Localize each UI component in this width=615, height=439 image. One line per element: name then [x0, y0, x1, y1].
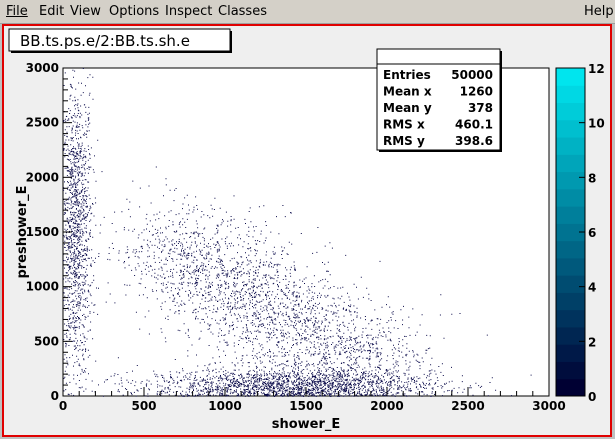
stats-row-value: 378: [468, 101, 493, 115]
stats-row-label: Entries: [383, 68, 431, 82]
x-tick-label: 1500: [289, 399, 322, 413]
colorbar-segment: [556, 188, 585, 207]
menu-inspect-label: Inspect: [165, 4, 213, 19]
stats-row-value: 460.1: [455, 118, 493, 132]
colorbar-segment: [556, 68, 585, 86]
y-axis: 0 500 1000 1500 2000 2500 3000: [26, 61, 72, 403]
colorbar-tick-label: 8: [588, 171, 596, 185]
y-tick-label: 500: [34, 334, 59, 348]
chart-title: BB.ts.ps.e/2:BB.ts.sh.e: [20, 32, 190, 50]
x-axis-title: shower_E: [272, 417, 341, 432]
colorbar-axis: 0 2 4 6 8 10 12: [579, 62, 605, 404]
colorbar-segment: [556, 223, 585, 242]
colorbar: [555, 67, 586, 397]
colorbar-tick-label: 2: [588, 335, 596, 349]
menu-view-label: View: [70, 4, 101, 19]
x-tick-label: 2500: [451, 399, 484, 413]
colorbar-segment: [556, 240, 585, 259]
histogram-svg[interactable]: BB.ts.ps.e/2:BB.ts.sh.e 0 500 1000 1500 2000…: [4, 26, 610, 435]
y-tick-label: 1000: [26, 280, 59, 294]
colorbar-segment: [556, 119, 585, 138]
colorbar-segment: [556, 206, 585, 224]
colorbar-tick-label: 12: [588, 62, 605, 76]
colorbar-segment: [556, 344, 585, 362]
x-tick-label: 2000: [370, 399, 403, 413]
title-box-shadow: [11, 51, 232, 53]
menu-bar: File Edit View Options Inspect Classes H…: [0, 0, 615, 24]
y-tick-label: 0: [51, 389, 59, 403]
stats-row-label: RMS y: [383, 134, 425, 148]
x-tick-label: 0: [59, 399, 67, 413]
y-tick-label: 2500: [26, 116, 59, 130]
menu-classes[interactable]: Classes: [218, 4, 267, 19]
menu-help-label: Help: [584, 4, 614, 19]
x-tick-label: 500: [131, 399, 156, 413]
menu-file-label: File: [6, 4, 28, 19]
x-axis: 0 500 1000 1500 2000 2500 3000: [59, 387, 566, 413]
colorbar-segment: [556, 378, 585, 397]
colorbar-segment: [556, 137, 585, 155]
colorbar-segment: [556, 102, 585, 121]
colorbar-segment: [556, 361, 585, 380]
x-tick-label: 1000: [208, 399, 241, 413]
colorbar-segment: [556, 275, 585, 293]
stats-row-label: Mean x: [383, 85, 432, 99]
stats-row-label: RMS x: [383, 118, 425, 132]
colorbar-tick-label: 10: [588, 117, 605, 131]
y-tick-label: 1500: [26, 225, 59, 239]
stats-row-value: 1260: [460, 85, 493, 99]
menu-edit[interactable]: Edit: [39, 4, 64, 19]
menu-options-label: Options: [109, 4, 160, 19]
colorbar-tick-label: 4: [588, 281, 596, 295]
stats-box-shadow-bottom: [379, 150, 502, 152]
y-axis-title: preshower_E: [15, 185, 30, 278]
colorbar-segment: [556, 85, 585, 104]
colorbar-segment: [556, 309, 585, 328]
menu-view[interactable]: View: [70, 4, 101, 19]
menu-options[interactable]: Options: [109, 4, 159, 19]
stats-rows: Entries 50000 Mean x 1260 Mean y 378 RMS x 460.…: [383, 68, 493, 148]
colorbar-tick-label: 0: [588, 390, 596, 404]
y-tick-label: 2000: [26, 170, 59, 184]
menu-edit-label: Edit: [39, 4, 65, 19]
menu-inspect[interactable]: Inspect: [165, 4, 212, 19]
stats-row-value: 50000: [451, 68, 493, 82]
root-canvas[interactable]: BB.ts.ps.e/2:BB.ts.sh.e 0 500 1000 1500 2000…: [2, 24, 612, 437]
colorbar-segment: [556, 257, 585, 276]
menu-help[interactable]: Help: [584, 4, 614, 19]
colorbar-segment: [556, 154, 585, 173]
y-tick-label: 3000: [26, 61, 59, 75]
stats-row-label: Mean y: [383, 101, 432, 115]
stats-row-value: 398.6: [455, 134, 493, 148]
x-tick-label: 3000: [532, 399, 565, 413]
menu-classes-label: Classes: [218, 4, 267, 19]
title-box-shadow-side: [230, 31, 232, 53]
colorbar-segment: [556, 171, 585, 190]
colorbar-tick-label: 6: [588, 226, 596, 240]
colorbar-segment: [556, 292, 585, 311]
stats-box[interactable]: Entries 50000 Mean x 1260 Mean y 378 RMS x 460.…: [376, 48, 502, 152]
colorbar-segment: [556, 326, 585, 345]
menu-file[interactable]: File: [6, 4, 28, 19]
stats-box-shadow-side: [500, 51, 502, 152]
